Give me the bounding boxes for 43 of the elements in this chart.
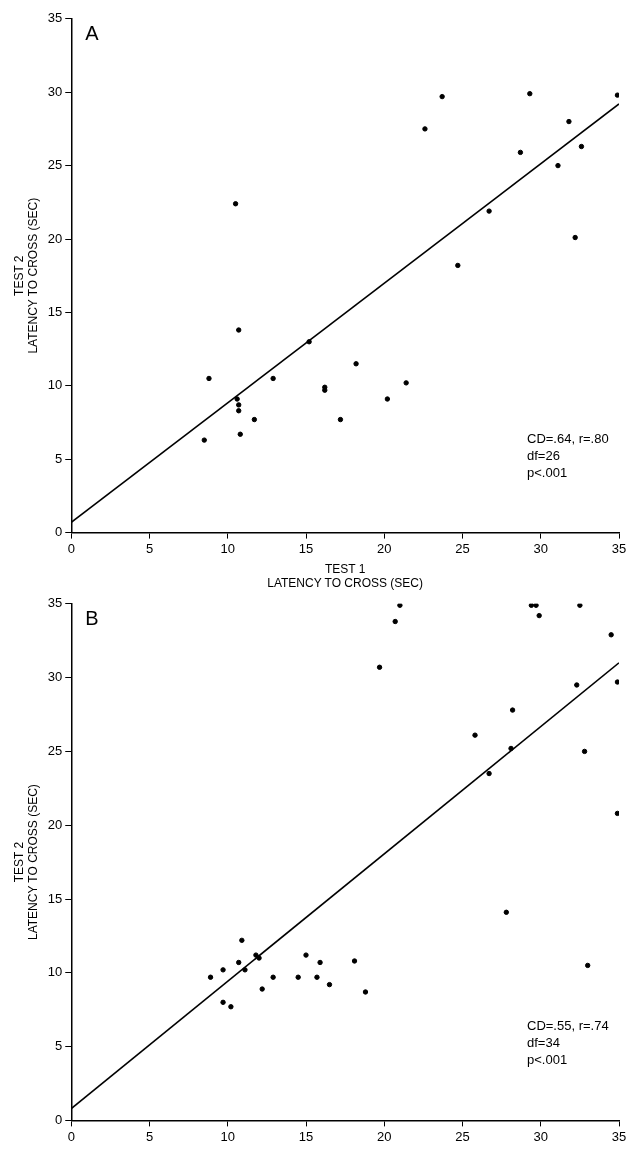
x-tick-label: 0: [67, 540, 75, 556]
x-tick-label: 15: [298, 1128, 314, 1144]
y-tick-label: 30: [47, 83, 63, 99]
x-tick-label: 5: [145, 540, 154, 556]
x-tick-label: 0: [67, 1128, 75, 1144]
x-tick-label: 10: [220, 1128, 235, 1144]
y-tick-label: 0: [55, 524, 63, 540]
x-tick-label: 5: [145, 1128, 154, 1144]
y-tick-label: 20: [47, 816, 63, 832]
x-tick-label: 15: [298, 540, 314, 556]
chart-title: B: [85, 607, 99, 630]
y-tick-label: 15: [47, 303, 63, 319]
annotation: CD=.55, r=.74: [527, 1018, 609, 1034]
x-tick-label: 10: [220, 540, 235, 556]
y-tick-label: 25: [47, 157, 63, 173]
x-tick-label: 25: [455, 540, 470, 556]
x-tick-label: 20: [377, 540, 392, 556]
x-tick-label: 30: [533, 1128, 548, 1144]
y-axis-title: TEST 2 LATENCY TO CROSS (SEC): [11, 784, 40, 941]
x-axis-title: TEST 1 LATENCY TO CROSS (SEC): [267, 561, 424, 591]
annotation: CD=.64, r=.80: [527, 430, 609, 446]
y-tick-label: 5: [55, 1038, 63, 1054]
y-tick-label: 35: [47, 595, 63, 611]
annotation: df=26: [527, 447, 560, 463]
y-tick-label: 5: [55, 450, 63, 466]
y-tick-label: 0: [55, 1111, 63, 1127]
annotation: p<.001: [527, 464, 568, 480]
x-tick-label: 30: [533, 540, 548, 556]
y-tick-label: 10: [47, 377, 63, 393]
x-tick-label: 20: [377, 1128, 392, 1144]
x-tick-label: 35: [611, 540, 627, 556]
x-tick-label: 35: [611, 1128, 627, 1144]
y-tick-label: 15: [47, 890, 63, 906]
annotation: df=34: [527, 1035, 560, 1051]
annotation: p<.001: [527, 1052, 568, 1068]
chart-title: A: [85, 22, 100, 45]
x-tick-label: 25: [455, 1128, 470, 1144]
y-tick-label: 10: [47, 964, 63, 980]
y-axis-title: TEST 2 LATENCY TO CROSS (SEC): [11, 197, 40, 354]
y-tick-label: 20: [47, 230, 63, 246]
y-tick-label: 35: [47, 10, 63, 26]
y-tick-label: 25: [47, 742, 63, 758]
y-tick-label: 30: [47, 669, 63, 685]
